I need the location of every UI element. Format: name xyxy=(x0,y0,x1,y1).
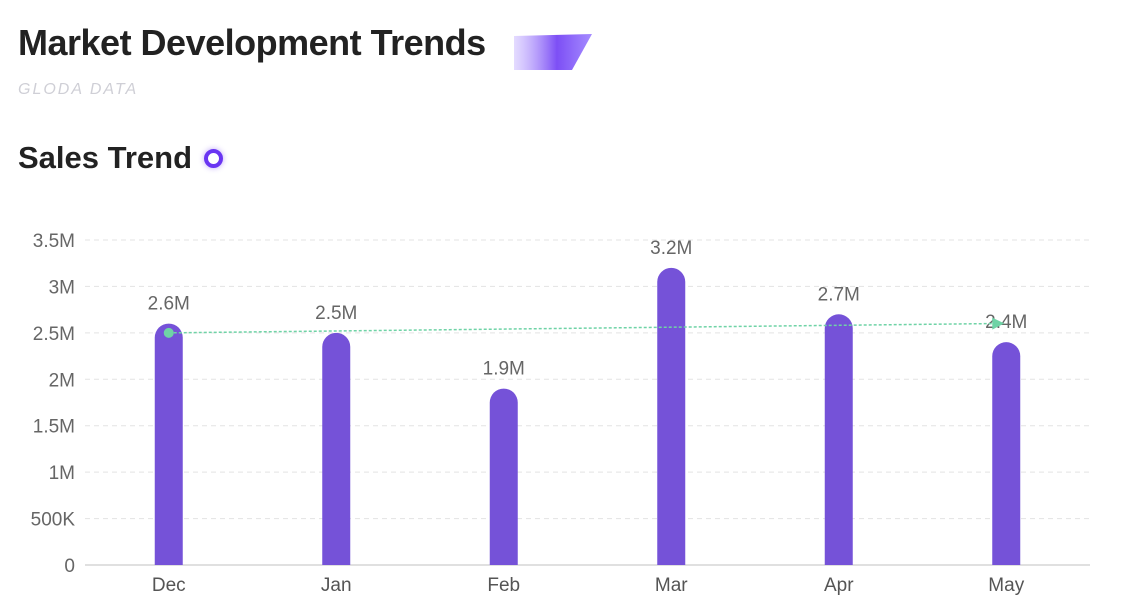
y-tick-label: 2M xyxy=(49,370,75,391)
y-tick-label: 3.5M xyxy=(33,231,75,252)
bar-apr xyxy=(824,314,853,565)
value-label: 1.9M xyxy=(483,359,525,380)
bar-mar xyxy=(657,267,686,565)
x-tick-label: Jan xyxy=(321,575,352,596)
y-tick-label: 3M xyxy=(49,277,75,298)
page-subtitle: GLODA DATA xyxy=(18,81,139,98)
y-tick-label: 1M xyxy=(49,463,75,484)
y-tick-label: 500K xyxy=(31,510,76,531)
bar-dec xyxy=(154,323,183,565)
title-accent-shape xyxy=(514,34,592,70)
x-tick-label: May xyxy=(988,575,1024,596)
ring-dot-icon xyxy=(204,148,224,168)
value-label: 2.4M xyxy=(985,312,1027,333)
header: Market Development Trends xyxy=(18,22,486,64)
trend-arrow-icon xyxy=(992,317,1005,330)
section-title-text: Sales Trend xyxy=(18,140,193,175)
y-tick-label: 0 xyxy=(64,556,75,577)
page-title: Market Development Trends xyxy=(18,22,486,63)
y-tick-label: 1.5M xyxy=(33,417,75,438)
value-label: 2.7M xyxy=(818,284,860,305)
bar-may xyxy=(992,342,1021,565)
bar-feb xyxy=(489,388,518,565)
x-tick-label: Apr xyxy=(824,575,854,596)
x-tick-label: Feb xyxy=(487,575,520,596)
x-tick-label: Dec xyxy=(152,575,186,596)
x-tick-label: Mar xyxy=(655,575,688,596)
y-tick-label: 2.5M xyxy=(33,324,75,345)
trend-start-point xyxy=(163,327,174,338)
value-label: 2.6M xyxy=(148,294,190,315)
value-label: 2.5M xyxy=(315,303,357,324)
value-label: 3.2M xyxy=(650,238,692,259)
trend-line xyxy=(168,322,993,334)
bar-jan xyxy=(322,332,351,565)
section-title: Sales Trend xyxy=(18,140,224,176)
